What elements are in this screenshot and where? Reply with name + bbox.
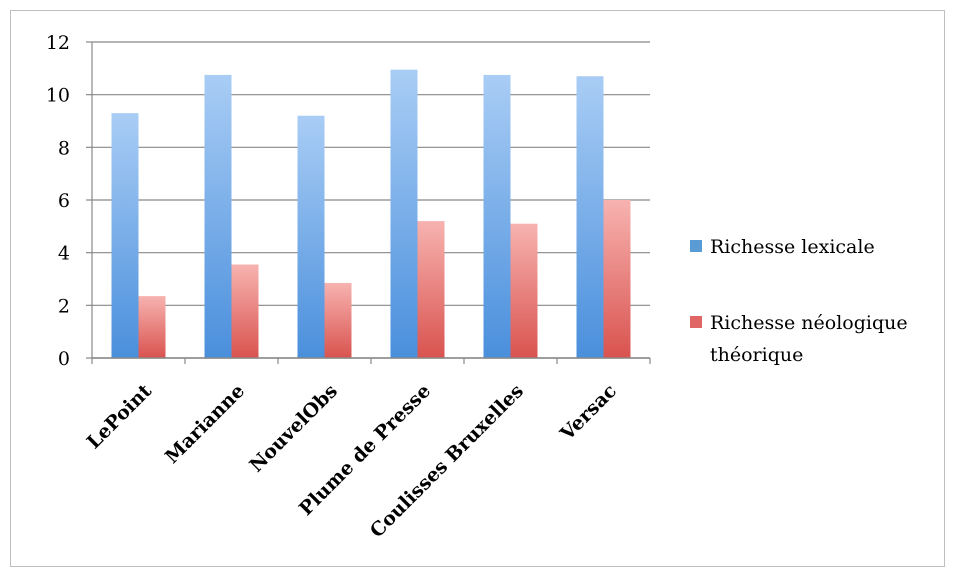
bar-richesse-neologique-2	[324, 282, 352, 358]
legend-swatch-richesse-lexicale	[690, 240, 702, 252]
bars-group	[111, 69, 631, 359]
legend-label: théorique	[710, 344, 803, 366]
x-category-label: Coulisses Bruxelles	[366, 380, 528, 542]
bar-richesse-neologique-3	[417, 221, 445, 358]
y-tick-label: 6	[58, 190, 70, 212]
bar-richesse-neologique-4	[510, 223, 538, 358]
bar-richesse-neologique-0	[138, 296, 166, 358]
x-category-label: LePoint	[83, 380, 156, 453]
x-category-label: NouvelObs	[245, 380, 342, 477]
chart-frame	[10, 10, 945, 567]
legend-swatch-richesse-neologique	[690, 316, 702, 328]
bar-richesse-neologique-1	[231, 264, 259, 358]
y-axis-ticks: 0 2 4 6 8 10 12	[46, 32, 70, 370]
bar-richesse-neologique-5	[603, 200, 631, 358]
y-tick-label: 10	[46, 85, 70, 107]
bar-richesse-lexicale-5	[576, 76, 604, 358]
gridlines	[92, 41, 650, 359]
bar-richesse-lexicale-4	[483, 74, 511, 359]
y-tick-label: 8	[58, 137, 70, 159]
legend-label: Richesse néologique	[710, 312, 908, 334]
y-tick-label: 2	[58, 295, 70, 317]
bar-richesse-lexicale-0	[111, 113, 139, 358]
y-tick-label: 4	[58, 243, 70, 265]
x-category-label: Marianne	[161, 380, 249, 468]
legend: Richesse lexicale Richesse néologique théo…	[690, 236, 908, 366]
bar-richesse-lexicale-2	[297, 115, 325, 358]
bar-richesse-lexicale-3	[390, 69, 418, 359]
x-category-label: Versac	[555, 380, 621, 446]
y-tick-label: 12	[46, 32, 70, 54]
y-tick-label: 0	[58, 348, 70, 370]
legend-label: Richesse lexicale	[710, 236, 875, 258]
axes	[86, 41, 651, 364]
bar-richesse-lexicale-1	[204, 74, 232, 359]
